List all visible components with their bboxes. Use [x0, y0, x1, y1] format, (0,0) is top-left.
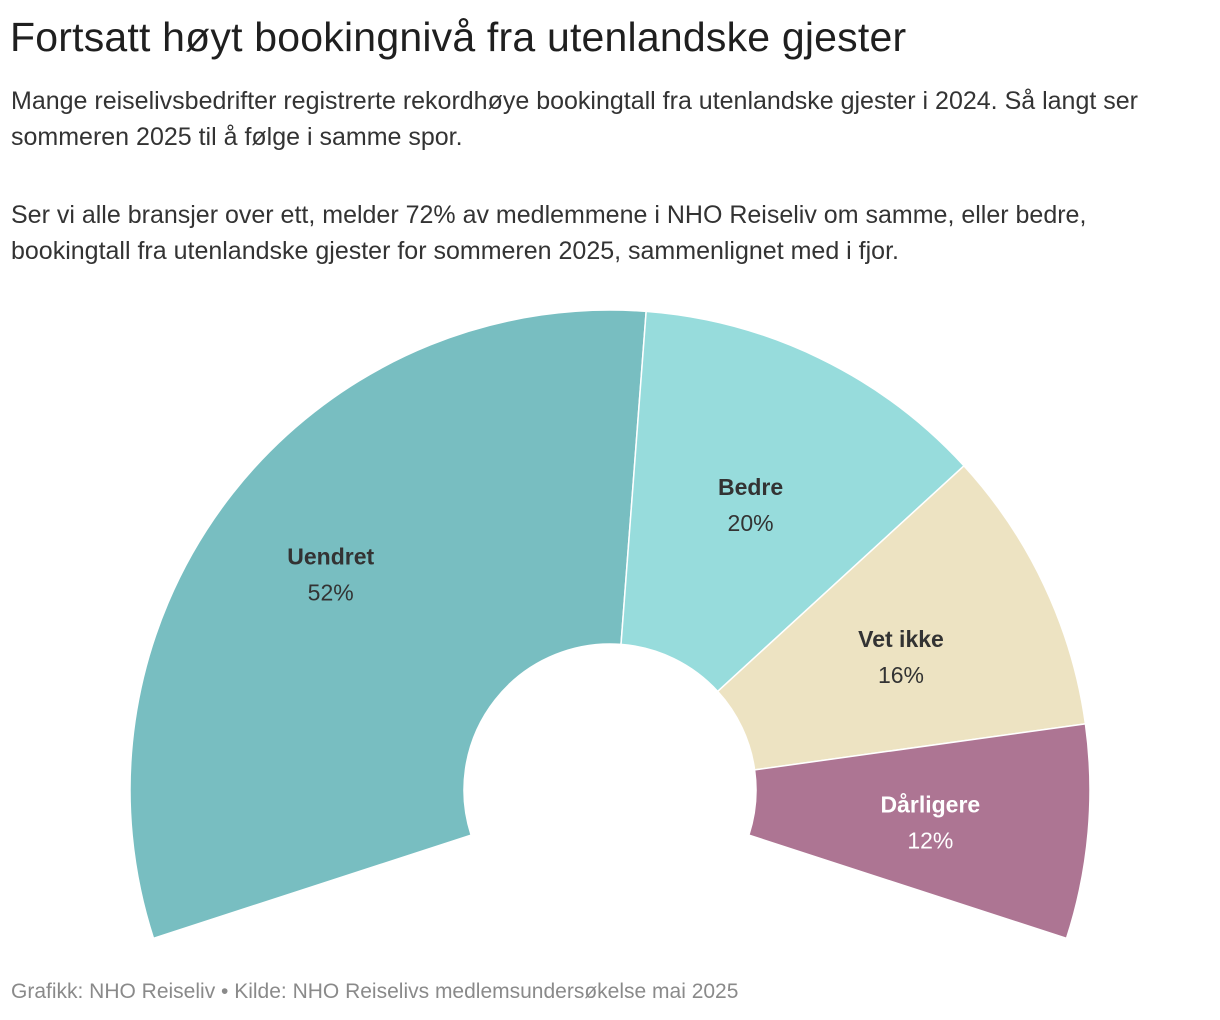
slice-value-vet-ikke: 16%	[878, 662, 924, 688]
chart-footer: Grafikk: NHO Reiseliv • Kilde: NHO Reise…	[11, 980, 739, 1003]
slice-uendret	[129, 309, 647, 940]
slice-bedre	[620, 310, 966, 693]
slice-value-d-rligere: 12%	[907, 827, 953, 853]
slice-label-uendret: Uendret	[287, 544, 374, 570]
slice-value-bedre: 20%	[728, 510, 774, 536]
chart-description-1: Mange reiselivsbedrifter registrerte rek…	[11, 87, 1138, 151]
slice-label-bedre: Bedre	[718, 474, 783, 500]
slice-label-d-rligere: Dårligere	[880, 791, 980, 817]
chart-labels: Uendret 52% Bedre 20% Vet ikke 16% Dårligere 12…	[287, 474, 980, 854]
chart-description-2: Ser vi alle bransjer over ett, melder 72…	[11, 201, 1087, 265]
slice-label-vet-ikke: Vet ikke	[858, 626, 944, 652]
chart-title: Fortsatt høyt bookingnivå fra utenlandsk…	[10, 14, 907, 60]
chart-slices	[129, 309, 1091, 940]
slice-d-rligere	[747, 723, 1091, 940]
slice-vet-ikke	[716, 464, 1087, 771]
slice-value-uendret: 52%	[308, 580, 354, 606]
